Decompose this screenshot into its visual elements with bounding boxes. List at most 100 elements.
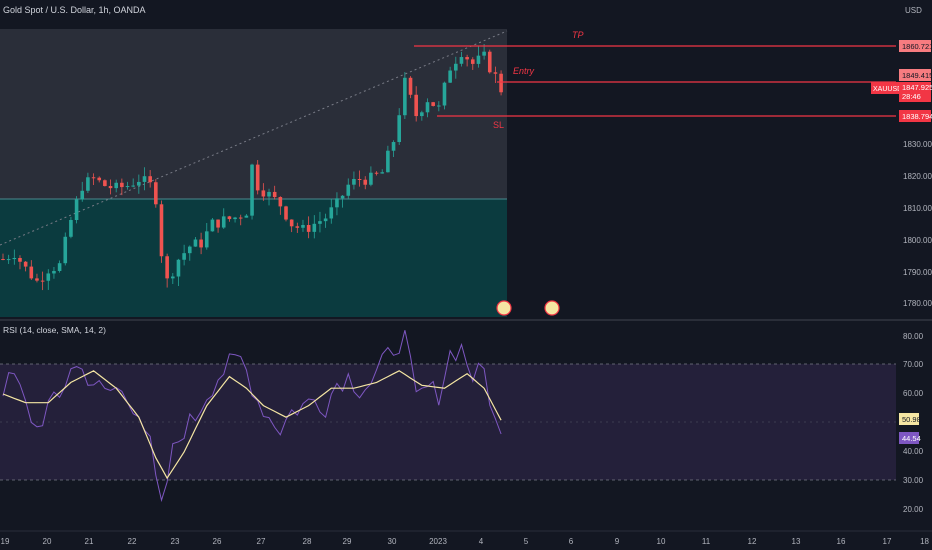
candle-body [470, 59, 475, 64]
rsi-tick-20: 20.00 [903, 505, 924, 514]
candle-body [97, 177, 102, 181]
candle-body [318, 221, 322, 224]
candle-body [278, 197, 283, 207]
candle-body [346, 184, 351, 196]
candle-body [374, 172, 379, 174]
event-markers [496, 300, 560, 316]
candle-body [335, 198, 339, 208]
rsi-pane: RSI (14, close, SMA, 14, 2) [0, 325, 896, 503]
lower-range-zone [0, 199, 507, 317]
candle-body [284, 206, 288, 220]
candle-body [18, 257, 22, 262]
candle-body [487, 51, 492, 73]
symbol-badge-text: XAUUSD [873, 86, 902, 93]
time-label: 13 [792, 537, 801, 546]
price-tick-1830: 1830.000 [903, 140, 932, 149]
price-tick-1820: 1820.000 [903, 172, 932, 181]
candle-body [40, 280, 45, 282]
price-axis[interactable]: 1830.000 1820.000 1810.000 1800.000 1790… [871, 40, 932, 308]
candle-body [137, 181, 141, 186]
us-flag-event-icon-2[interactable] [544, 300, 560, 316]
candle-body [301, 225, 305, 228]
candle-body [340, 195, 345, 199]
candle-body [391, 142, 396, 151]
candle-body [459, 57, 464, 64]
time-label: 10 [657, 537, 666, 546]
rsi-tick-40: 40.00 [903, 447, 924, 456]
candle-body [442, 82, 447, 106]
time-axis[interactable]: 19 20 21 22 23 26 27 28 29 30 2023 4 5 6 9 10 11 12 13 16 17… [1, 537, 930, 546]
candle-body [63, 236, 68, 264]
candle-body [482, 51, 486, 56]
rsi-tick-80: 80.00 [903, 332, 924, 341]
candle-body [357, 178, 362, 180]
candle-body [165, 256, 169, 279]
candle-body [363, 179, 368, 185]
price-tick-1780: 1780.000 [903, 299, 932, 308]
candle-body [171, 276, 175, 279]
candle-body [425, 102, 430, 113]
candle-body [120, 182, 124, 188]
time-label: 4 [479, 537, 484, 546]
candle-body [103, 180, 107, 187]
candle-body [465, 57, 469, 60]
time-label: 16 [837, 537, 846, 546]
candle-body [289, 219, 294, 227]
candle-body [403, 77, 407, 116]
us-flag-event-icon[interactable] [496, 300, 512, 316]
candle-body [29, 266, 34, 279]
candle-body [306, 225, 311, 232]
time-label: 9 [615, 537, 620, 546]
time-label: 5 [524, 537, 529, 546]
candle-body [244, 215, 249, 218]
candle-body [80, 190, 85, 200]
symbol-badge [871, 82, 899, 94]
time-label: 21 [85, 537, 94, 546]
candle-body [454, 63, 458, 71]
bar-countdown: 28:46 [902, 92, 921, 101]
current-price-badge [899, 82, 931, 102]
candle-body [154, 182, 158, 205]
candle-body [57, 263, 62, 271]
time-label: 29 [343, 537, 352, 546]
candle-body [295, 226, 300, 228]
candle-body [176, 259, 181, 277]
time-label: 17 [883, 537, 892, 546]
time-label: 26 [213, 537, 222, 546]
rsi-axis[interactable]: 80.00 70.00 60.00 40.00 30.00 20.00 50.9… [899, 332, 924, 514]
candle-body [448, 70, 452, 83]
candle-body [52, 270, 56, 274]
candle-body [221, 216, 226, 228]
rsi-tick-30: 30.00 [903, 476, 924, 485]
price-tick-1790: 1790.000 [903, 268, 932, 277]
time-label: 6 [569, 537, 574, 546]
candle-body [142, 176, 147, 182]
candle-body [12, 257, 17, 260]
time-label: 19 [1, 537, 10, 546]
candle-body [238, 217, 243, 219]
rsi-tick-70: 70.00 [903, 360, 924, 369]
candle-body [431, 102, 435, 106]
time-label: 20 [43, 537, 52, 546]
candle-body [420, 112, 424, 117]
candle-body [46, 273, 51, 281]
candle-body [210, 219, 215, 232]
rsi-title: RSI (14, close, SMA, 14, 2) [3, 325, 106, 335]
candle-body [159, 204, 164, 257]
candle-body [233, 217, 237, 220]
candle-body [476, 55, 481, 64]
candle-body [216, 219, 220, 228]
time-label: 28 [303, 537, 312, 546]
candle-body [386, 150, 390, 173]
rsi-value-badge [899, 432, 919, 444]
symbol-title: Gold Spot / U.S. Dollar, 1h, OANDA [3, 5, 146, 15]
candle-body [227, 216, 232, 220]
currency-label: USD [905, 6, 922, 15]
sl-label: SL [493, 120, 504, 130]
candle-body [329, 207, 334, 219]
sl-price-value: 1838.794 [902, 112, 932, 121]
candle-body [255, 164, 260, 191]
rsi-tick-60: 60.00 [903, 389, 924, 398]
price-tick-1800: 1800.000 [903, 236, 932, 245]
